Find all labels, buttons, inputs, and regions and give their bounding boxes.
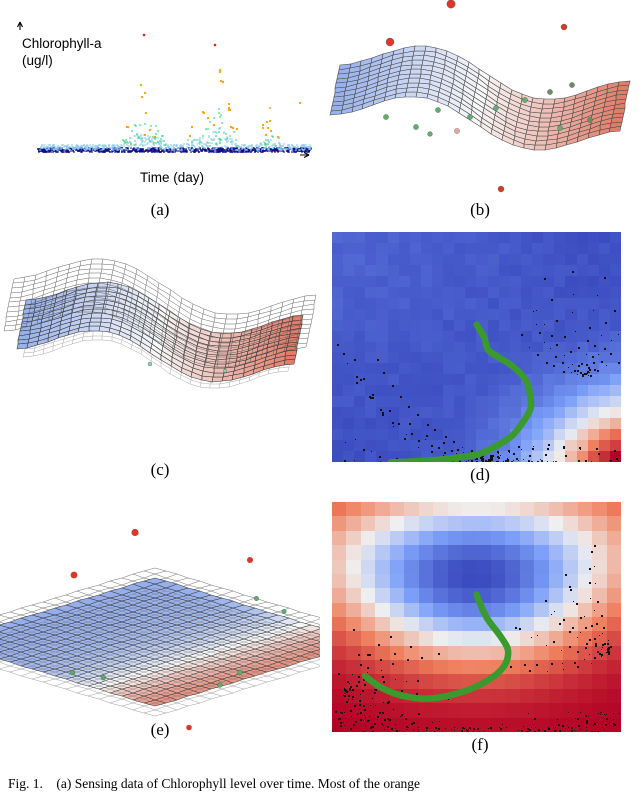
svg-text:Time (day): Time (day) xyxy=(140,170,204,185)
svg-text:Chlorophyll-a: Chlorophyll-a xyxy=(22,36,102,51)
svg-text:(ug/l): (ug/l) xyxy=(22,53,53,68)
